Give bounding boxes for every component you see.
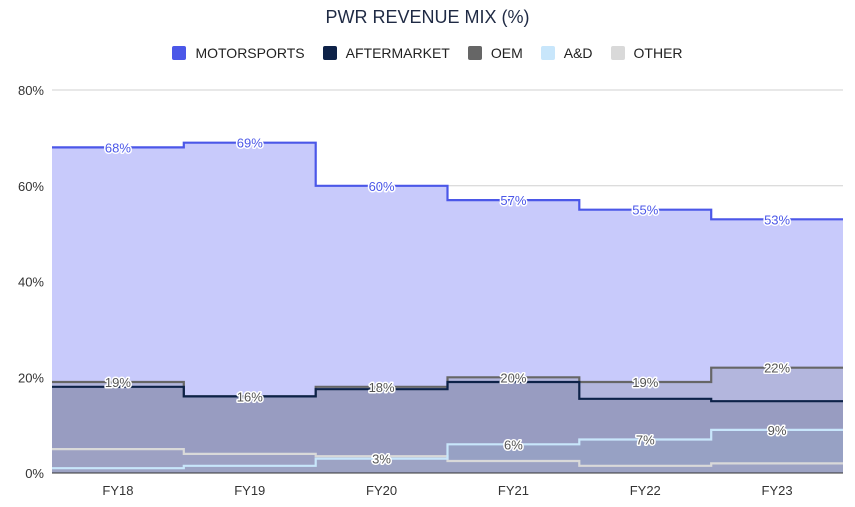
data-label-oem-fy21: 20%: [500, 370, 526, 385]
legend-swatch-motorsports: [172, 46, 187, 60]
legend-swatch-other: [610, 46, 625, 60]
x-tick-label-fy21: FY21: [498, 483, 529, 498]
y-tick-label-20: 20%: [18, 370, 44, 385]
legend-label-other: OTHER: [633, 45, 683, 61]
y-tick-label-60: 60%: [18, 179, 44, 194]
legend: MOTORSPORTS AFTERMARKET OEM A&D OTHER: [0, 45, 855, 61]
data-label-motorsports-fy21: 57%: [500, 193, 526, 208]
x-tick-label-fy18: FY18: [102, 483, 133, 498]
data-label-aandd-fy23: 9%: [768, 423, 787, 438]
data-label-aandd-fy21: 6%: [504, 437, 523, 452]
line-motorsports: [52, 141, 843, 221]
legend-label-aftermarket: AFTERMARKET: [345, 45, 450, 61]
legend-item-other[interactable]: OTHER: [610, 45, 683, 61]
legend-item-motorsports[interactable]: MOTORSPORTS: [172, 45, 305, 61]
legend-swatch-oem: [467, 46, 482, 60]
data-label-aandd-fy22: 7%: [636, 432, 655, 447]
chart-title: PWR REVENUE MIX (%): [325, 7, 530, 27]
y-tick-label-80: 80%: [18, 83, 44, 98]
data-label-oem-fy23: 22%: [764, 361, 790, 376]
x-tick-label-fy23: FY23: [762, 483, 793, 498]
line-aandd: [52, 428, 843, 470]
data-label-motorsports-fy19: 69%: [237, 136, 263, 151]
data-label-oem-fy22: 19%: [632, 375, 658, 390]
legend-label-motorsports: MOTORSPORTS: [195, 45, 305, 61]
legend-item-oem[interactable]: OEM: [467, 45, 523, 61]
data-label-aandd-fy20: 3%: [372, 452, 391, 467]
x-tick-label-fy20: FY20: [366, 483, 397, 498]
data-label-oem-fy19: 16%: [237, 389, 263, 404]
legend-item-aftermarket[interactable]: AFTERMARKET: [322, 45, 450, 61]
legend-swatch-a-and-d: [540, 46, 555, 60]
data-label-motorsports-fy23: 53%: [764, 212, 790, 227]
legend-label-a-and-d: A&D: [563, 45, 593, 61]
legend-swatch-aftermarket: [322, 46, 337, 60]
x-tick-label-fy19: FY19: [234, 483, 265, 498]
legend-label-oem: OEM: [490, 45, 523, 61]
data-label-motorsports-fy18: 68%: [105, 140, 131, 155]
y-tick-label-40: 40%: [18, 275, 44, 290]
legend-item-a-and-d[interactable]: A&D: [540, 45, 593, 61]
data-label-oem-fy18: 19%: [105, 375, 131, 390]
data-label-oem-fy20: 18%: [369, 380, 395, 395]
y-tick-label-0: 0%: [25, 466, 44, 481]
x-tick-label-fy22: FY22: [630, 483, 661, 498]
line-aftermarket: [52, 380, 843, 403]
data-label-motorsports-fy20: 60%: [369, 179, 395, 194]
data-label-motorsports-fy22: 55%: [632, 203, 658, 218]
